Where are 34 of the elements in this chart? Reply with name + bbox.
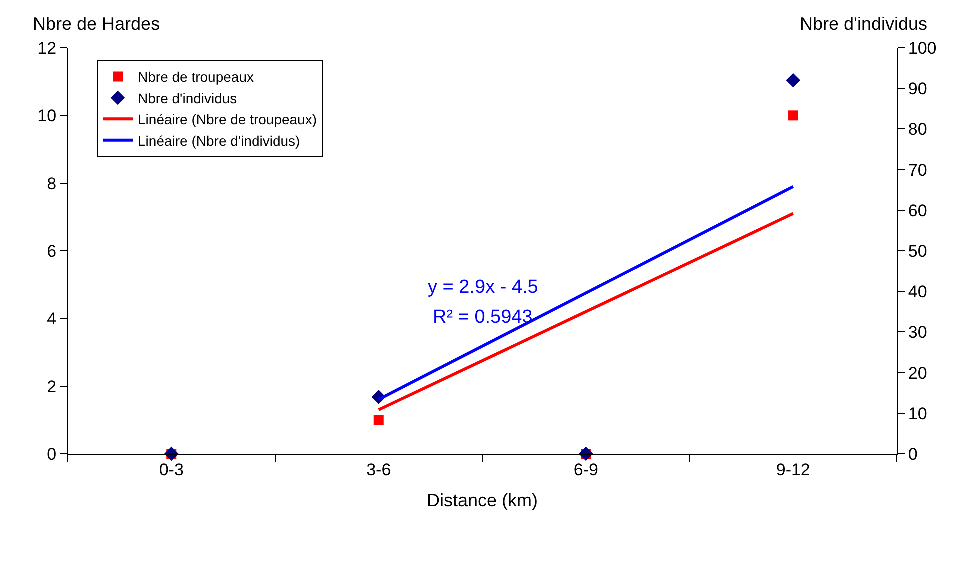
y2-tick-label: 90 xyxy=(908,80,928,99)
y2-tick-label: 30 xyxy=(908,323,928,342)
y2-tick-label: 80 xyxy=(908,120,928,140)
legend-label: Nbre d'individus xyxy=(138,90,238,106)
y2-tick-label: 60 xyxy=(908,201,928,220)
y2-tick-label: 70 xyxy=(908,160,928,180)
annotation: y = 2.9x - 4.5 xyxy=(428,277,538,298)
y-tick-label: 4 xyxy=(47,310,57,329)
x-tick-label: 9-12 xyxy=(776,460,810,480)
y2-axis-title: Nbre d'individus xyxy=(800,14,928,34)
y-tick-label: 8 xyxy=(47,174,57,194)
y-tick-label: 6 xyxy=(47,242,57,261)
x-tick-label: 0-3 xyxy=(159,460,184,480)
y-tick-label: 12 xyxy=(38,38,57,58)
point xyxy=(374,415,384,426)
y-tick-label: 0 xyxy=(47,444,57,464)
legend-label: Nbre de troupeaux xyxy=(138,69,254,86)
y-tick-label: 10 xyxy=(38,106,57,126)
annotation: R² = 0.5943 xyxy=(433,307,533,328)
y-axis-title: Nbre de Hardes xyxy=(33,14,160,34)
y2-tick-label: 50 xyxy=(908,242,928,261)
y2-tick-label: 20 xyxy=(908,364,928,383)
point xyxy=(788,110,798,121)
y2-tick-label: 100 xyxy=(908,38,937,58)
point xyxy=(786,73,801,88)
y2-tick-label: 0 xyxy=(908,444,918,464)
y-tick-label: 2 xyxy=(47,377,57,396)
x-tick-label: 3-6 xyxy=(366,460,392,480)
x-tick-label: 6-9 xyxy=(574,460,598,480)
legend-label: Linéaire (Nbre de troupeaux) xyxy=(138,112,318,128)
y2-tick-label: 10 xyxy=(908,404,928,424)
x-axis-title: Distance (km) xyxy=(426,490,538,510)
legend-label: Linéaire (Nbre d'individus) xyxy=(138,132,300,149)
y2-tick-label: 40 xyxy=(908,282,928,302)
